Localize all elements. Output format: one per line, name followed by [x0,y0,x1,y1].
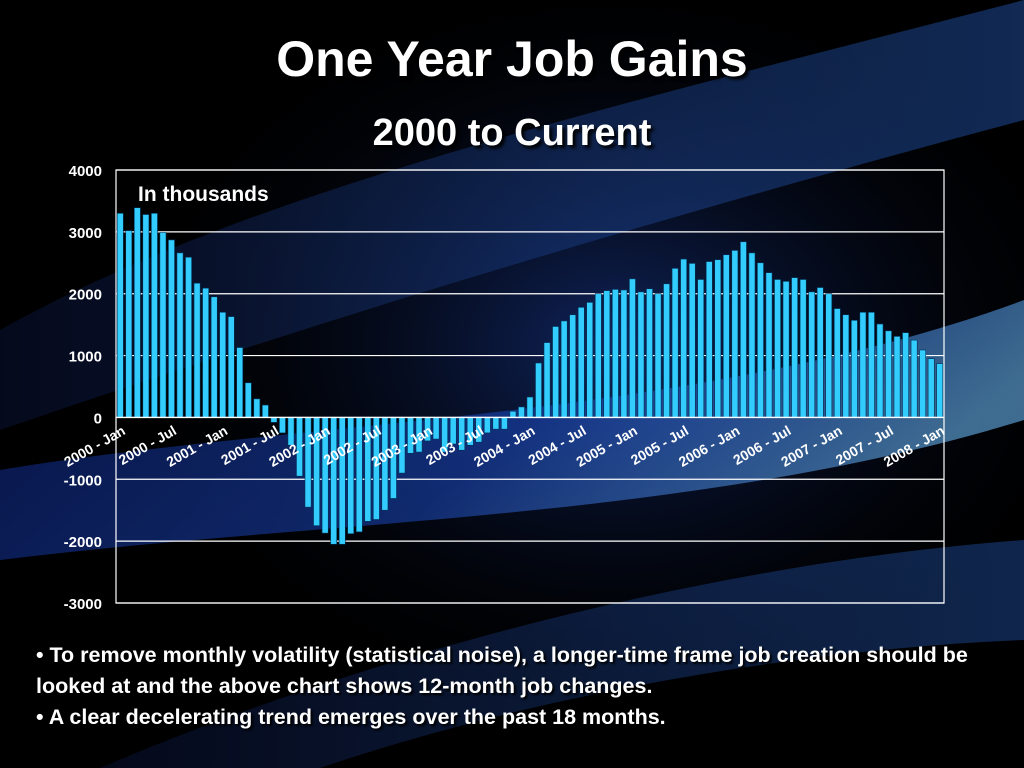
bar [577,307,585,418]
bar [902,332,909,418]
bar [552,326,559,418]
bar [219,311,227,418]
bar [526,396,534,418]
bar [629,278,636,418]
bar [825,293,833,418]
bullet-notes: • To remove monthly volatility (statisti… [36,640,1016,733]
bar [833,308,841,418]
chart-bars [116,207,944,545]
bar [116,213,124,418]
bar [714,259,722,418]
bullet-2: • A clear decelerating trend emerges ove… [36,705,666,729]
bar [168,239,175,418]
bar [227,316,235,418]
bar [919,349,927,418]
y-tick-label: -3000 [64,596,102,613]
y-tick-label: 1000 [69,349,102,366]
bar [688,263,696,418]
bar [159,232,167,418]
bar [193,282,201,418]
bar [654,293,662,418]
bar [671,268,679,418]
bar [244,382,252,418]
bar [868,311,875,418]
bar [782,281,790,418]
bar [483,417,491,434]
bar [680,258,688,418]
bar [765,272,773,418]
bar [210,296,218,418]
bar [142,214,150,418]
bar [722,254,730,418]
bar [509,410,517,418]
bar [543,342,551,418]
bar [279,417,286,434]
bar [850,320,858,418]
bar [705,261,713,418]
bar [569,314,577,418]
bar [774,279,781,418]
bar [262,404,269,418]
bar [646,288,653,418]
y-tick-label: 3000 [69,225,102,242]
bar [757,262,764,418]
bar [740,241,747,418]
bar [586,302,594,418]
bar [253,398,261,418]
bar [927,358,935,418]
bar [176,252,184,418]
bar [910,339,918,418]
bar [603,290,611,418]
bar [799,279,807,418]
slide-subtitle: 2000 to Current [372,112,652,154]
bar [893,336,901,418]
bar [151,213,158,418]
y-tick-label: -1000 [64,472,102,489]
bar [535,362,542,418]
bar [594,293,602,418]
bar [748,252,756,418]
bar [236,347,244,418]
bar [663,283,670,418]
bar [202,287,210,418]
bar [637,291,645,418]
bar [620,289,628,418]
y-tick-label: 0 [94,410,102,427]
bar [791,277,798,418]
bar [842,314,850,418]
bar [816,287,824,418]
y-tick-label: 2000 [69,287,102,304]
bar [270,417,278,423]
x-tick-label: 2000 - Jan [61,422,128,470]
y-tick-label: -2000 [64,534,102,551]
bar [936,363,944,418]
bar [731,250,739,418]
bar [518,406,525,418]
bar [492,417,500,430]
bar [125,230,133,418]
slide-title: One Year Job Gains [276,31,748,87]
bar [885,330,892,418]
bar [876,323,884,418]
bar [185,256,192,418]
bar [697,279,705,418]
bar [859,311,867,418]
bullet-1: • To remove monthly volatility (statisti… [36,643,968,698]
y-tick-label: 4000 [69,163,102,180]
plot-frame [115,169,945,604]
bar [808,291,816,418]
bar [611,289,619,418]
bar [501,417,508,430]
bar [560,320,568,418]
units-annotation: In thousands [138,183,269,206]
bar [338,417,346,545]
bar [133,207,141,418]
